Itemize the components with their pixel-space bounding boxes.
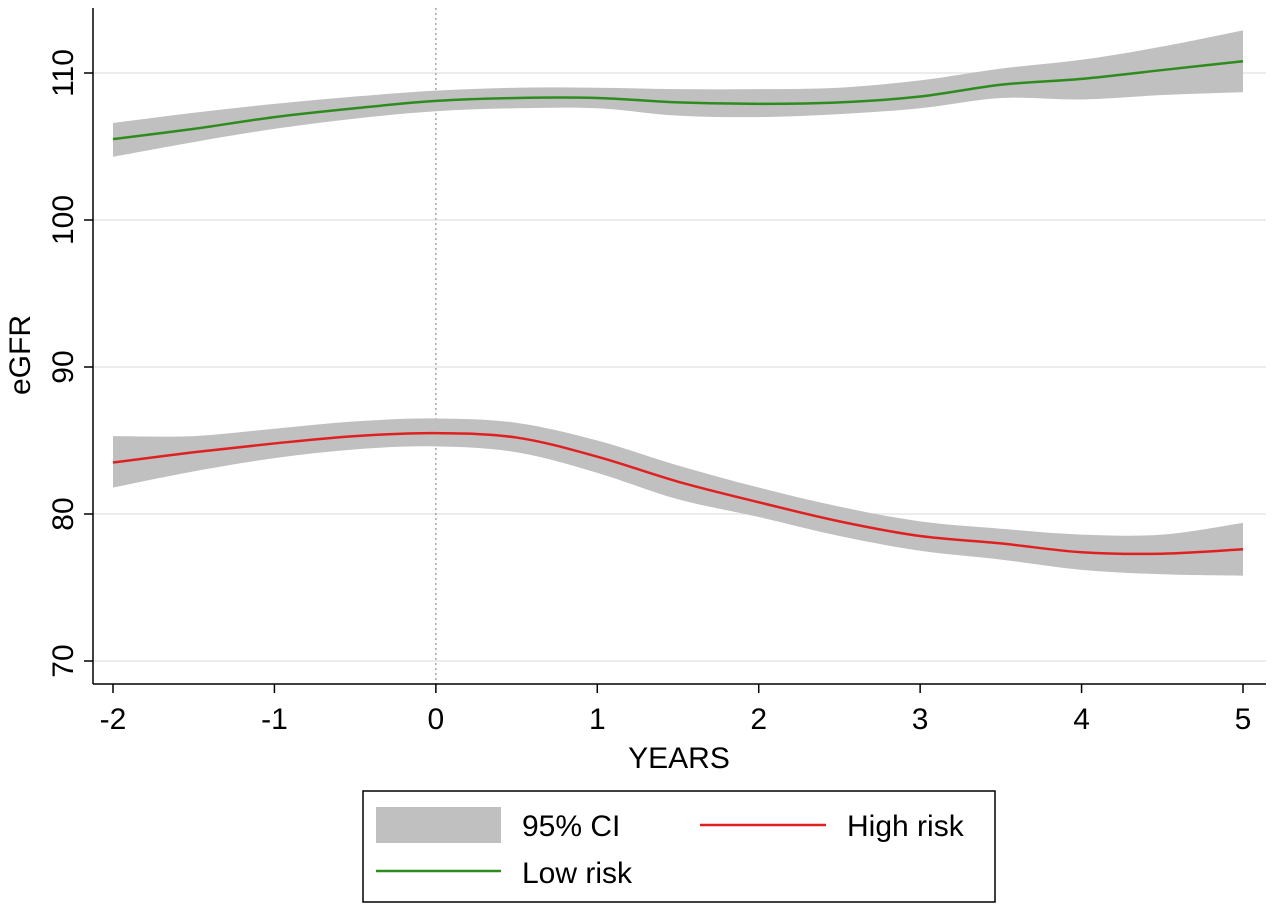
x-tick-label-0: 0: [428, 703, 445, 736]
series-line-low-risk: [112, 59, 1244, 141]
x-tick-label-2: 2: [750, 703, 767, 736]
ci-band-low-risk: [113, 30, 1243, 157]
x-tick-label-1: 1: [589, 703, 606, 736]
y-tick-label-110: 110: [47, 49, 80, 97]
y-tick-label-90: 90: [47, 350, 80, 383]
legend-ci-swatch: [376, 807, 501, 843]
x-tick-label-4: 4: [1073, 703, 1090, 736]
series-line-layer: [112, 59, 1244, 556]
axis-layer: 70 80 90 100 110 -2 -1 0 1 2 3 4 5: [47, 8, 1266, 736]
y-axis-title: eGFR: [4, 315, 37, 395]
legend: 95% CI High risk Low risk: [362, 790, 996, 903]
x-tick-label--2: -2: [100, 703, 127, 736]
legend-low-label: Low risk: [522, 857, 633, 890]
legend-ci-label: 95% CI: [522, 810, 620, 843]
ci-band-layer: [113, 30, 1243, 576]
ci-band-high-risk: [113, 418, 1243, 576]
series-line-high-risk: [112, 431, 1244, 556]
y-tick-label-70: 70: [47, 644, 80, 677]
x-tick-label-3: 3: [912, 703, 929, 736]
y-tick-label-80: 80: [47, 497, 80, 530]
legend-high-label: High risk: [847, 810, 965, 843]
y-tick-label-100: 100: [47, 195, 80, 245]
x-axis-title: YEARS: [628, 742, 730, 775]
x-tick-label-5: 5: [1235, 703, 1252, 736]
grid-layer: [93, 72, 1266, 662]
x-tick-label--1: -1: [261, 703, 288, 736]
